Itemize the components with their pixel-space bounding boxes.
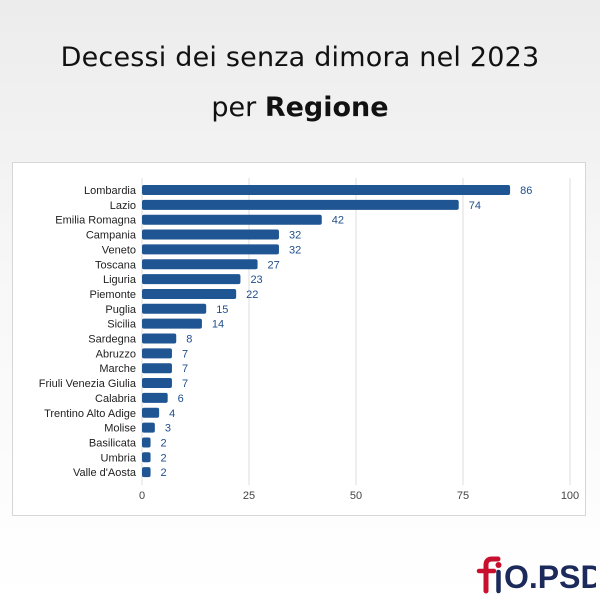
y-category-label: Umbria xyxy=(101,452,137,464)
x-tick-label: 75 xyxy=(457,490,469,502)
bar xyxy=(142,392,168,403)
data-label: 42 xyxy=(332,215,344,227)
title-line-1: Decessi dei senza dimora nel 2023 xyxy=(60,42,540,73)
y-category-label: Calabria xyxy=(95,393,137,405)
data-label: 2 xyxy=(161,452,167,464)
y-category-label: Basilicata xyxy=(89,437,137,449)
y-category-label: Trentino Alto Adige xyxy=(44,408,136,420)
bar xyxy=(142,318,202,329)
fio-psd-logo: O.PSD xyxy=(476,556,596,595)
data-label: 27 xyxy=(268,259,280,271)
data-label: 2 xyxy=(161,437,167,449)
bar xyxy=(142,363,172,374)
y-category-label: Veneto xyxy=(102,244,136,256)
bar xyxy=(142,288,237,299)
data-label: 4 xyxy=(169,408,175,420)
y-category-label: Valle d'Aosta xyxy=(73,467,137,479)
data-label: 15 xyxy=(216,304,228,316)
data-label: 7 xyxy=(182,363,188,375)
chart-card: 0 25 50 75 100 Lombardia 86 Lazio 74 Emilia Romag… xyxy=(12,162,586,516)
logo-text: O.PSD xyxy=(504,559,596,595)
data-label: 32 xyxy=(289,244,301,256)
data-label: 7 xyxy=(182,348,188,360)
bar xyxy=(142,422,155,433)
title-prefix: per xyxy=(211,92,257,123)
data-label: 23 xyxy=(250,274,262,286)
y-category-label: Molise xyxy=(104,423,136,435)
bar xyxy=(142,407,160,418)
y-category-label: Liguria xyxy=(103,274,137,286)
data-label: 14 xyxy=(212,319,224,331)
x-tick-label: 0 xyxy=(139,490,145,502)
bar xyxy=(142,303,207,314)
data-label: 74 xyxy=(469,200,481,212)
y-category-label: Emilia Romagna xyxy=(55,215,137,227)
data-label: 2 xyxy=(161,467,167,479)
bar xyxy=(142,185,511,195)
y-category-label: Sardegna xyxy=(88,334,137,346)
bar xyxy=(142,244,279,255)
bar xyxy=(142,259,258,270)
y-category-label: Campania xyxy=(86,230,137,242)
bar xyxy=(142,378,172,389)
data-label: 32 xyxy=(289,230,301,242)
bar xyxy=(142,199,459,210)
y-category-label: Abruzzo xyxy=(96,348,136,360)
bar xyxy=(142,452,151,463)
y-category-label: Sicilia xyxy=(107,319,137,331)
y-category-label: Friuli Venezia Giulia xyxy=(39,378,137,390)
x-tick-label: 25 xyxy=(243,490,255,502)
y-category-label: Toscana xyxy=(95,259,137,271)
y-category-label: Puglia xyxy=(105,304,136,316)
bar xyxy=(142,467,151,478)
logo-figure-icon xyxy=(476,556,502,594)
bar xyxy=(142,274,241,285)
title-emphasis: Regione xyxy=(264,92,389,123)
y-category-label: Lombardia xyxy=(84,185,137,197)
title-line-2: per Regione xyxy=(0,88,600,128)
bar xyxy=(142,437,151,448)
data-label: 8 xyxy=(186,334,192,346)
data-label: 6 xyxy=(178,393,184,405)
bar xyxy=(142,229,279,240)
y-category-label: Marche xyxy=(99,363,136,375)
data-label: 3 xyxy=(165,423,171,435)
y-category-label: Piemonte xyxy=(90,289,136,301)
y-category-label: Lazio xyxy=(110,200,136,212)
logo-text-main: O.PSD xyxy=(504,559,596,595)
bar xyxy=(142,333,177,344)
bar xyxy=(142,348,172,359)
data-label: 7 xyxy=(182,378,188,390)
data-label: 86 xyxy=(520,185,532,197)
bar xyxy=(142,214,322,225)
x-tick-label: 100 xyxy=(561,490,579,502)
chart-title: Decessi dei senza dimora nel 2023 per Re… xyxy=(0,38,600,128)
x-tick-label: 50 xyxy=(350,490,362,502)
data-label: 22 xyxy=(246,289,258,301)
